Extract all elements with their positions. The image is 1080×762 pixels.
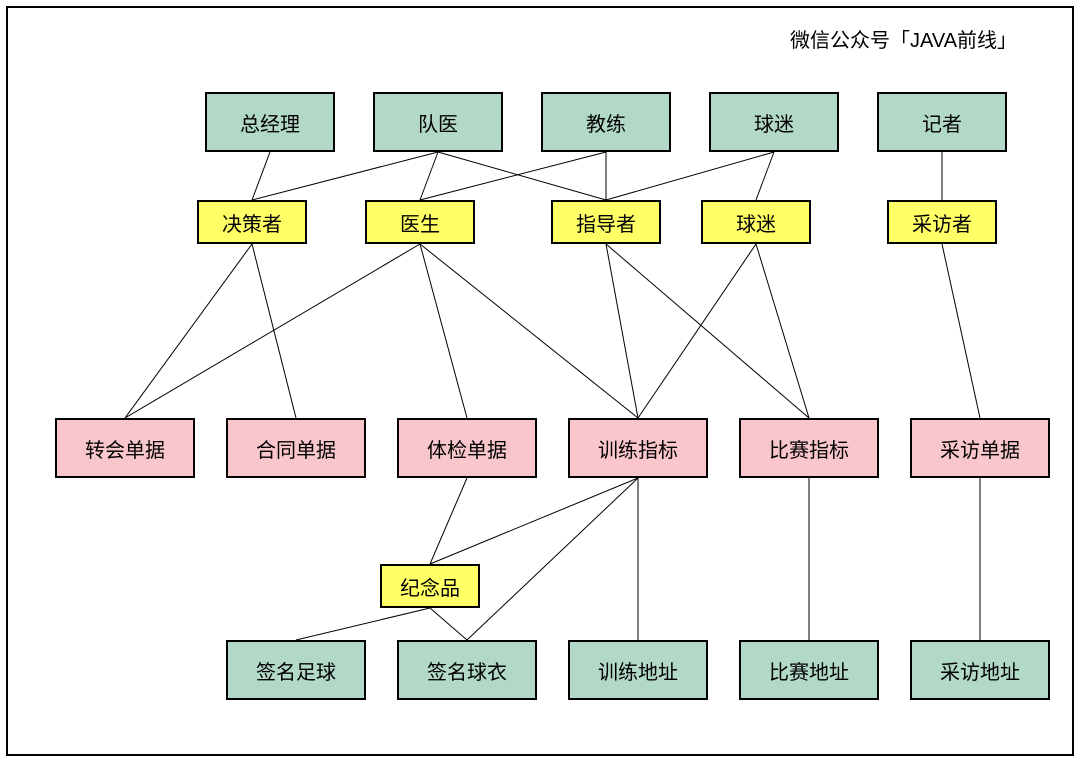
node-label: 采访地址 — [940, 656, 1020, 685]
node-label: 医生 — [400, 208, 440, 237]
node-r3-4: 比赛指标 — [739, 418, 879, 478]
node-label: 签名球衣 — [427, 656, 507, 685]
edge-r2-2-r3-3 — [606, 244, 638, 418]
node-label: 决策者 — [222, 208, 282, 237]
node-label: 采访者 — [912, 208, 972, 237]
node-r5-4: 采访地址 — [910, 640, 1050, 700]
edge-r2-1-r3-3 — [420, 244, 638, 418]
node-r1-0: 总经理 — [205, 92, 335, 152]
node-r2-4: 采访者 — [887, 200, 997, 244]
node-r1-2: 教练 — [541, 92, 671, 152]
node-label: 训练地址 — [598, 656, 678, 685]
node-label: 训练指标 — [598, 434, 678, 463]
node-label: 比赛指标 — [769, 434, 849, 463]
node-r2-3: 球迷 — [701, 200, 811, 244]
node-r4-0: 纪念品 — [380, 564, 480, 608]
node-label: 指导者 — [576, 208, 636, 237]
edge-r2-4-r3-5 — [942, 244, 980, 418]
edge-r1-1-r2-1 — [420, 152, 438, 200]
node-label: 体检单据 — [427, 434, 507, 463]
node-r1-3: 球迷 — [709, 92, 839, 152]
edge-r2-2-r3-4 — [606, 244, 809, 418]
node-r5-0: 签名足球 — [226, 640, 366, 700]
node-label: 纪念品 — [400, 572, 460, 601]
edge-r2-1-r3-2 — [420, 244, 467, 418]
edge-r2-1-r3-0 — [125, 244, 420, 418]
edge-r2-0-r3-0 — [125, 244, 252, 418]
node-label: 采访单据 — [940, 434, 1020, 463]
node-label: 球迷 — [754, 108, 794, 137]
node-label: 比赛地址 — [769, 656, 849, 685]
node-label: 总经理 — [240, 108, 300, 137]
node-label: 转会单据 — [85, 434, 165, 463]
node-r3-5: 采访单据 — [910, 418, 1050, 478]
edge-r2-3-r3-4 — [756, 244, 809, 418]
node-r2-0: 决策者 — [197, 200, 307, 244]
node-r3-2: 体检单据 — [397, 418, 537, 478]
node-r5-2: 训练地址 — [568, 640, 708, 700]
edge-r1-3-r2-3 — [756, 152, 774, 200]
edge-r4-0-r5-1 — [430, 608, 467, 640]
edge-r3-3-r5-1 — [467, 478, 638, 640]
node-r3-1: 合同单据 — [226, 418, 366, 478]
edge-r2-0-r3-1 — [252, 244, 296, 418]
edge-r1-3-r2-2 — [606, 152, 774, 200]
node-label: 队医 — [418, 108, 458, 137]
node-r3-0: 转会单据 — [55, 418, 195, 478]
edge-r1-1-r2-0 — [252, 152, 438, 200]
node-r5-3: 比赛地址 — [739, 640, 879, 700]
node-r3-3: 训练指标 — [568, 418, 708, 478]
node-r5-1: 签名球衣 — [397, 640, 537, 700]
node-r2-2: 指导者 — [551, 200, 661, 244]
edge-r1-1-r2-2 — [438, 152, 606, 200]
node-label: 记者 — [922, 108, 962, 137]
node-label: 签名足球 — [256, 656, 336, 685]
node-label: 球迷 — [736, 208, 776, 237]
edge-r2-3-r3-3 — [638, 244, 756, 418]
node-r1-1: 队医 — [373, 92, 503, 152]
node-label: 教练 — [586, 108, 626, 137]
node-r2-1: 医生 — [365, 200, 475, 244]
node-r1-4: 记者 — [877, 92, 1007, 152]
edge-r1-2-r2-1 — [420, 152, 606, 200]
node-label: 合同单据 — [256, 434, 336, 463]
edge-r4-0-r5-0 — [296, 608, 430, 640]
edge-r1-0-r2-0 — [252, 152, 270, 200]
